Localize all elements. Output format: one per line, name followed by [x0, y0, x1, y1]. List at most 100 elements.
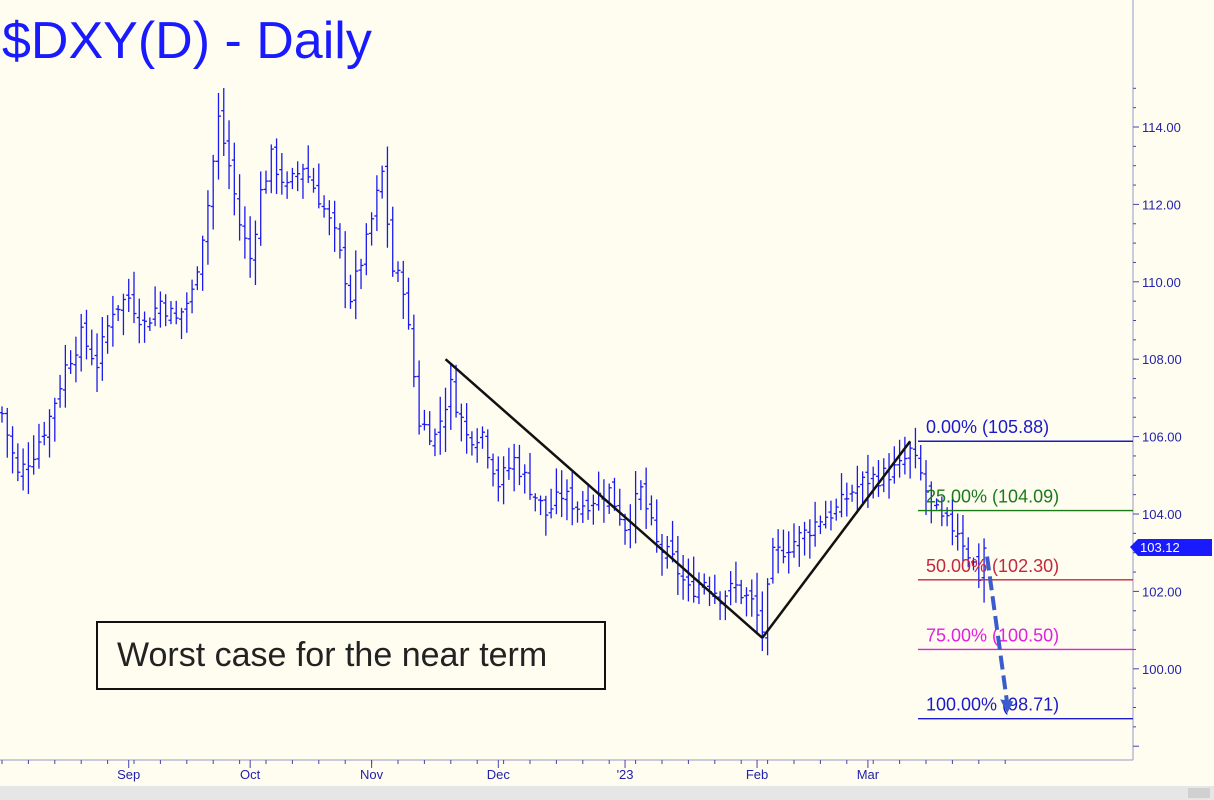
- ohlc-bar: [912, 427, 918, 469]
- ohlc-bar: [590, 494, 596, 525]
- ohlc-bar: [252, 220, 258, 286]
- ohlc-bar: [511, 443, 517, 492]
- ohlc-bar: [580, 491, 586, 523]
- fib-level-label: 50.00% (102.30): [926, 556, 1059, 576]
- ohlc-bar: [675, 535, 681, 595]
- ohlc-bar: [770, 537, 776, 584]
- ohlc-bar: [495, 456, 501, 502]
- ohlc-bar: [780, 529, 786, 564]
- ohlc-bar: [152, 286, 158, 327]
- ohlc-bar: [126, 278, 132, 312]
- ohlc-bar: [575, 501, 581, 523]
- ohlc-bar: [907, 442, 913, 479]
- ohlc-bar: [490, 453, 496, 487]
- ohlc-bar: [4, 407, 10, 458]
- ohlc-bar: [860, 471, 866, 504]
- ohlc-bar: [981, 538, 987, 603]
- ohlc-bar: [833, 498, 839, 521]
- ohlc-bar: [205, 190, 211, 265]
- ohlc-bar: [157, 291, 163, 328]
- ohlc-bar: [522, 464, 528, 494]
- projection-arrowhead: [1000, 699, 1014, 714]
- ohlc-bar: [849, 484, 855, 502]
- ohlc-bar: [73, 336, 79, 383]
- ohlc-bar: [479, 426, 485, 449]
- ohlc-bar: [823, 500, 829, 529]
- ohlc-bar: [94, 333, 100, 392]
- ohlc-bar: [274, 138, 280, 195]
- ohlc-bar: [147, 317, 153, 331]
- ohlc-bar: [965, 537, 971, 568]
- ohlc-bar: [696, 572, 702, 605]
- ohlc-bar: [0, 406, 5, 423]
- annotation-box: Worst case for the near term: [96, 621, 606, 690]
- ohlc-bar: [68, 350, 74, 374]
- ohlc-bar: [268, 144, 274, 194]
- ohlc-bar: [891, 446, 897, 484]
- ohlc-bar: [221, 87, 227, 157]
- ohlc-bar: [485, 429, 491, 469]
- ohlc-bar: [57, 374, 63, 408]
- ohlc-bar: [289, 167, 295, 190]
- price-tick-label: 110.00: [1142, 275, 1181, 290]
- ohlc-bar: [839, 473, 845, 518]
- current-price-tag: 103.12: [1130, 539, 1212, 556]
- ohlc-bar: [110, 295, 116, 347]
- month-label: Sep: [117, 767, 140, 782]
- ohlc-bar: [142, 311, 148, 343]
- price-tick-label: 104.00: [1142, 507, 1182, 522]
- ohlc-bar: [305, 145, 311, 183]
- ohlc-bar: [231, 142, 237, 216]
- ohlc-bar: [791, 523, 797, 558]
- price-bars: [0, 87, 987, 656]
- fib-level-label: 25.00% (104.09): [926, 487, 1059, 507]
- ohlc-bar: [437, 396, 443, 455]
- ohlc-bar: [728, 571, 734, 606]
- ohlc-bar: [62, 344, 68, 408]
- ohlc-bar: [796, 526, 802, 567]
- ohlc-bar: [10, 426, 16, 474]
- scrollbar[interactable]: [0, 786, 1214, 800]
- chart-title: $DXY(D) - Daily: [2, 12, 372, 70]
- ohlc-bar: [52, 397, 58, 442]
- ohlc-bar: [585, 483, 591, 520]
- ohlc-bar: [395, 261, 401, 283]
- ohlc-bar: [759, 591, 765, 651]
- price-tick-label: 106.00: [1142, 430, 1182, 445]
- ohlc-bar: [691, 556, 697, 603]
- ohlc-bar: [648, 495, 654, 526]
- ohlc-bar: [321, 195, 327, 218]
- ohlc-bar: [918, 444, 924, 481]
- ohlc-bar: [870, 466, 876, 499]
- ohlc-bar: [474, 428, 480, 463]
- ohlc-bar: [311, 167, 317, 193]
- ohlc-bar: [817, 515, 823, 535]
- ohlc-bar: [659, 533, 665, 576]
- ohlc-bar: [300, 163, 306, 199]
- price-tick-label: 112.00: [1142, 197, 1181, 212]
- ohlc-bar: [242, 206, 248, 259]
- ohlc-bar: [453, 364, 459, 418]
- price-tick-label: 114.00: [1142, 120, 1181, 135]
- ohlc-bar: [786, 531, 792, 574]
- ohlc-bar: [400, 260, 406, 320]
- ohlc-bar: [543, 495, 549, 536]
- ohlc-bar: [854, 465, 860, 514]
- ohlc-bar: [20, 448, 26, 491]
- ohlc-bar: [432, 428, 438, 457]
- month-label: Nov: [360, 767, 384, 782]
- ohlc-bar: [284, 171, 290, 199]
- ohlc-bar: [902, 436, 908, 475]
- month-label: Feb: [746, 767, 768, 782]
- ohlc-bar: [638, 480, 644, 511]
- ohlc-bar: [279, 153, 285, 195]
- ohlc-bar: [754, 572, 760, 635]
- ohlc-bar: [955, 513, 961, 551]
- ohlc-bar: [194, 266, 200, 291]
- ohlc-bar: [411, 314, 417, 388]
- trend-line: [444, 358, 764, 639]
- ohlc-bar: [120, 293, 126, 336]
- ohlc-bar: [928, 481, 934, 524]
- fib-levels: 0.00% (105.88) 25.00% (104.09) 50.00% (102…: [918, 417, 1133, 720]
- ohlc-bar: [210, 154, 216, 230]
